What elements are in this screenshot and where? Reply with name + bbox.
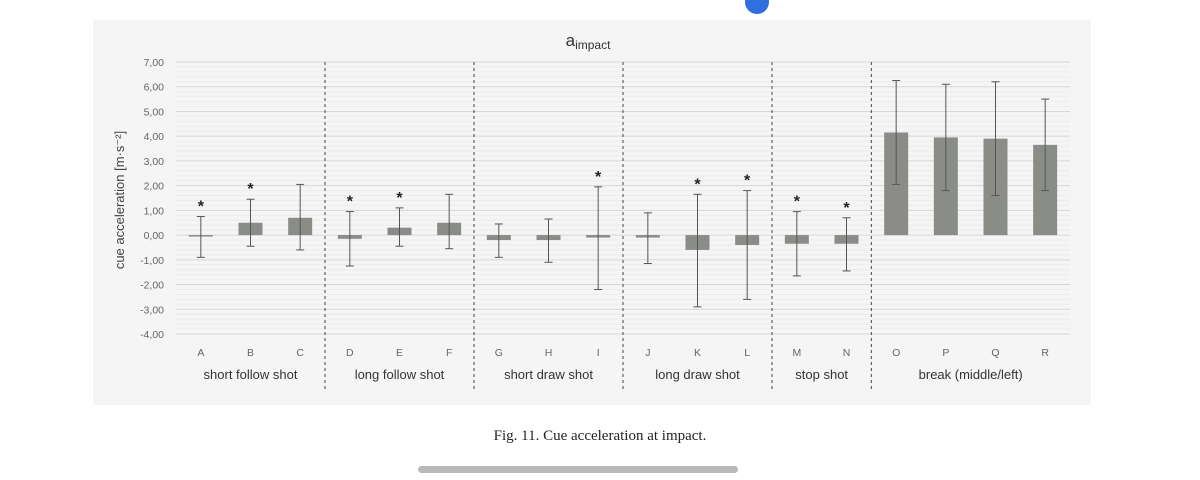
y-tick-label: 4,00: [144, 131, 165, 143]
x-category-labels: A B C D E F G H I J K L M N O P Q R: [197, 347, 1049, 359]
x-category-label: D: [346, 347, 354, 359]
y-tick-labels: 7,00 6,00 5,00 4,00 3,00 2,00 1,00 0,00 -1,00 -2,…: [140, 57, 164, 341]
significance-star: *: [247, 181, 254, 198]
chart-panel: [93, 20, 1091, 405]
x-category-label: L: [744, 347, 750, 359]
y-tick-label: -4,00: [140, 329, 164, 341]
y-tick-label: 1,00: [144, 205, 165, 217]
x-category-label: C: [296, 347, 304, 359]
significance-star: *: [744, 173, 751, 190]
group-label: long follow shot: [355, 367, 445, 382]
chart-title-main: a: [566, 31, 576, 50]
figure-caption: Fig. 11. Cue acceleration at impact.: [493, 428, 707, 444]
y-tick-label: 6,00: [144, 82, 165, 94]
x-category-label: A: [197, 347, 204, 359]
significance-star: *: [843, 200, 850, 217]
x-category-label: R: [1041, 347, 1049, 359]
y-tick-label: 5,00: [144, 106, 165, 118]
scroll-indicator[interactable]: [418, 466, 738, 473]
x-category-label: N: [843, 347, 851, 359]
significance-star: *: [396, 190, 403, 207]
y-tick-label: -3,00: [140, 304, 164, 316]
bar-chart: * * * * * * * * * 7,00 6,00 5,00 4,00 3,00 2,00 1,00 0,…: [112, 31, 1070, 392]
x-category-label: J: [645, 347, 650, 359]
chart-title-sub: impact: [575, 38, 611, 52]
group-label: break (middle/left): [919, 367, 1023, 382]
y-tick-label: 3,00: [144, 156, 165, 168]
significance-star: *: [347, 194, 354, 211]
y-tick-label: 0,00: [144, 230, 165, 242]
status-dot: [745, 0, 769, 14]
y-tick-label: -1,00: [140, 255, 164, 267]
x-category-label: I: [597, 347, 600, 359]
group-label: short follow shot: [204, 367, 298, 382]
significance-star: *: [694, 176, 701, 193]
x-category-label: H: [545, 347, 553, 359]
significance-star: *: [198, 199, 205, 216]
y-tick-label: 7,00: [144, 57, 165, 69]
error-bars: [196, 80, 1050, 308]
y-tick-label: 2,00: [144, 181, 165, 193]
group-label: stop shot: [795, 367, 848, 382]
x-category-label: M: [792, 347, 801, 359]
x-category-label: Q: [991, 347, 999, 359]
x-category-label: O: [892, 347, 900, 359]
x-category-label: P: [942, 347, 949, 359]
chart-title: aimpact: [566, 31, 611, 52]
group-label: long draw shot: [655, 367, 740, 382]
group-dividers: [324, 62, 872, 392]
significance-star: *: [595, 169, 602, 186]
y-tick-label: -2,00: [140, 280, 164, 292]
significance-markers: * * * * * * * * *: [198, 169, 851, 217]
group-labels: short follow shot long follow shot short d…: [204, 367, 1023, 382]
y-axis-label: cue acceleration [m·s⁻²]: [112, 131, 127, 269]
x-category-label: F: [446, 347, 452, 359]
group-label: short draw shot: [504, 367, 593, 382]
x-category-label: G: [495, 347, 503, 359]
x-category-label: E: [396, 347, 403, 359]
x-category-label: B: [247, 347, 254, 359]
significance-star: *: [794, 194, 801, 211]
x-category-label: K: [694, 347, 701, 359]
